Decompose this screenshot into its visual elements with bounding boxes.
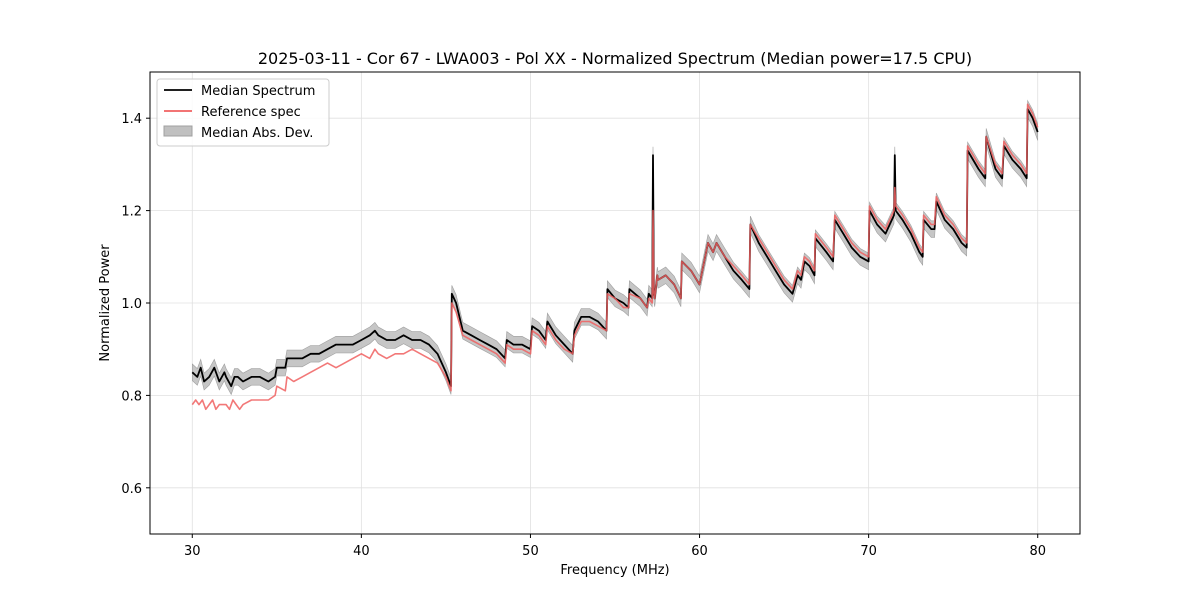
y-tick-label: 0.6 (121, 482, 142, 497)
mad-band (192, 99, 1038, 396)
x-axis-ticks: 30 40 50 60 70 80 (184, 534, 1046, 559)
y-tick-label: 0.8 (121, 389, 142, 404)
y-axis-label: Normalized Power (98, 244, 113, 362)
legend-box (156, 78, 330, 147)
x-tick-label: 40 (353, 544, 370, 559)
y-tick-label: 1.2 (121, 205, 142, 220)
legend-label-median: Median Spectrum (201, 84, 315, 99)
mad-band-layer (192, 99, 1038, 396)
legend: Median Spectrum Reference spec Median Ab… (156, 78, 330, 147)
reference-spec-line (191, 103, 1039, 411)
chart-title: 2025-03-11 - Cor 67 - LWA003 - Pol XX - … (258, 49, 972, 68)
y-tick-label: 1.4 (121, 112, 142, 127)
x-tick-label: 70 (860, 544, 877, 559)
legend-label-reference: Reference spec (201, 105, 301, 120)
series-layer (191, 103, 1039, 411)
legend-label-mad: Median Abs. Dev. (201, 126, 313, 141)
x-tick-label: 80 (1029, 544, 1046, 559)
grid (150, 72, 1080, 534)
legend-swatch-mad (163, 125, 193, 137)
y-tick-label: 1.0 (121, 297, 142, 312)
x-tick-label: 30 (184, 544, 201, 559)
x-tick-label: 50 (522, 544, 539, 559)
x-axis-label: Frequency (MHz) (560, 563, 669, 578)
x-tick-label: 60 (691, 544, 708, 559)
y-axis-ticks: 0.6 0.8 1.0 1.2 1.4 (121, 112, 150, 497)
